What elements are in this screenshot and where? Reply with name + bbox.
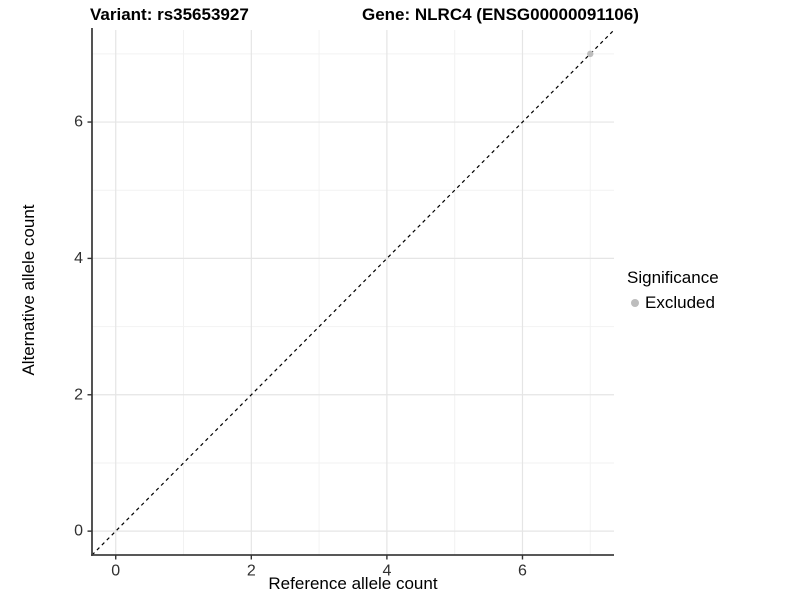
data-point (587, 50, 594, 58)
x-tick-label: 2 (247, 562, 256, 579)
legend-entry-label: Excluded (645, 293, 715, 312)
legend: Significance Excluded (627, 268, 719, 313)
x-tick-label: 4 (382, 562, 391, 579)
x-tick-label: 6 (518, 562, 527, 579)
y-tick-label: 0 (74, 523, 83, 540)
legend-title: Significance (627, 268, 719, 287)
y-tick-label: 2 (74, 386, 83, 403)
identity-dashed-line (91, 29, 615, 556)
legend-entry-excluded: Excluded (627, 293, 719, 313)
y-tick-label: 6 (74, 114, 83, 131)
x-axis-label: Reference allele count (268, 574, 438, 593)
legend-point-icon (631, 299, 639, 307)
plot-title-variant: Variant: rs35653927 (90, 5, 249, 24)
plot-title-gene: Gene: NLRC4 (ENSG00000091106) (362, 5, 639, 24)
y-tick-label: 4 (74, 250, 83, 267)
x-tick-label: 0 (111, 562, 120, 579)
